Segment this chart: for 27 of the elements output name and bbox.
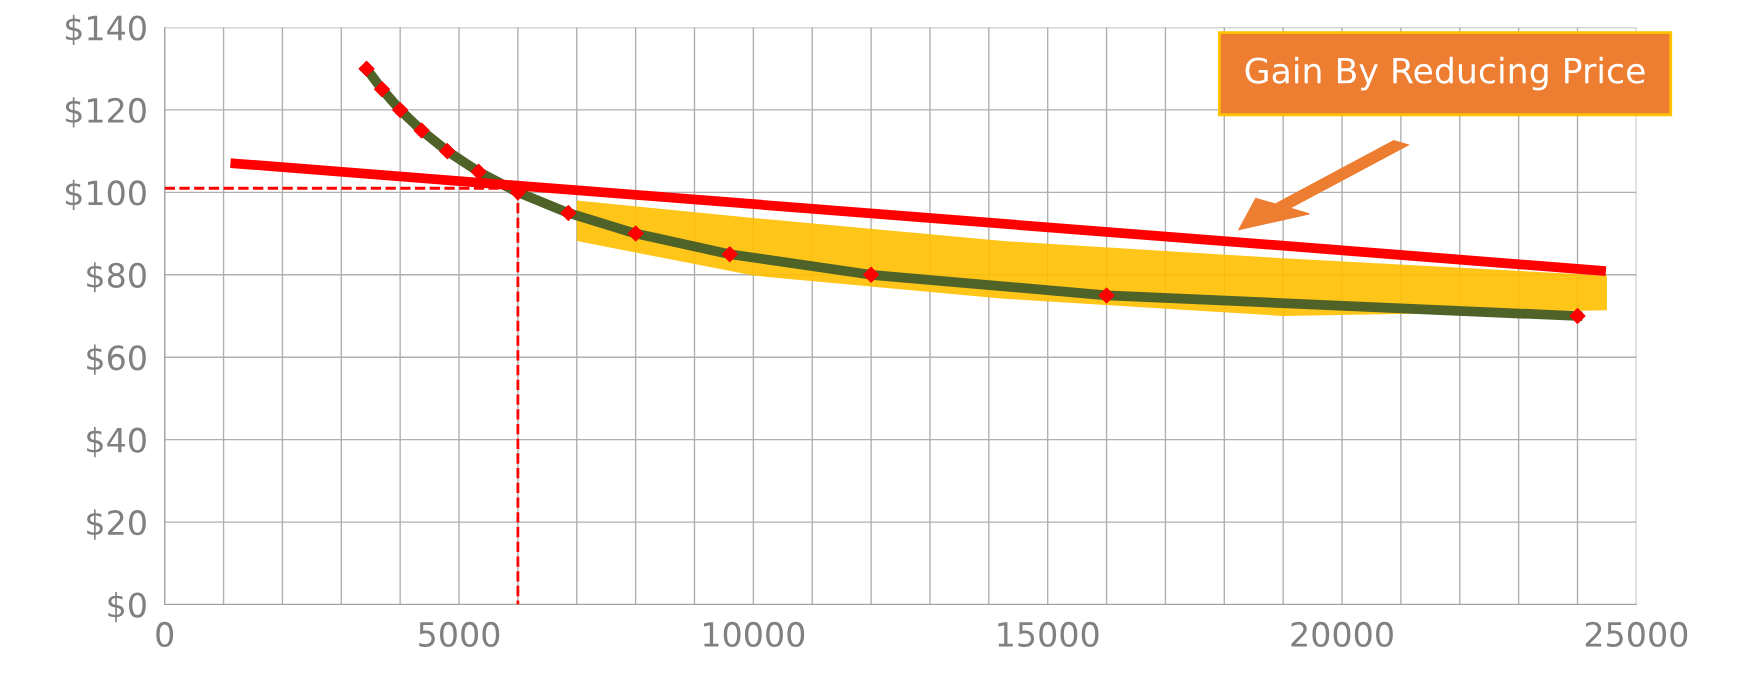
x-tick-label: 0	[156, 621, 174, 648]
y-tick-label: $20	[87, 509, 146, 540]
x-tick-label: 10000	[704, 621, 805, 648]
point	[470, 163, 487, 180]
x-tick-label: 5000	[419, 621, 500, 648]
point	[1098, 287, 1115, 304]
point	[358, 60, 375, 77]
point	[439, 143, 456, 160]
point	[627, 225, 644, 242]
y-tick-label: $120	[65, 97, 146, 128]
annotation: Gain By Reducing Price	[1245, 56, 1645, 91]
y-tick-label: $0	[108, 591, 146, 623]
x-tick-label: 25000	[1585, 621, 1688, 648]
x-tick-label: 15000	[998, 621, 1099, 648]
point	[863, 266, 880, 283]
point	[392, 101, 409, 118]
point	[1569, 308, 1586, 324]
y-tick-label: $40	[87, 427, 146, 458]
point	[374, 81, 391, 98]
y-tick-label: $140	[65, 14, 146, 46]
y-tick-label: $80	[87, 262, 146, 293]
y-tick-label: $100	[65, 179, 146, 210]
point	[721, 246, 738, 263]
x-tick-label: 20000	[1291, 621, 1393, 648]
point	[560, 204, 577, 221]
point	[413, 122, 430, 139]
y-tick-label: $60	[87, 344, 146, 375]
